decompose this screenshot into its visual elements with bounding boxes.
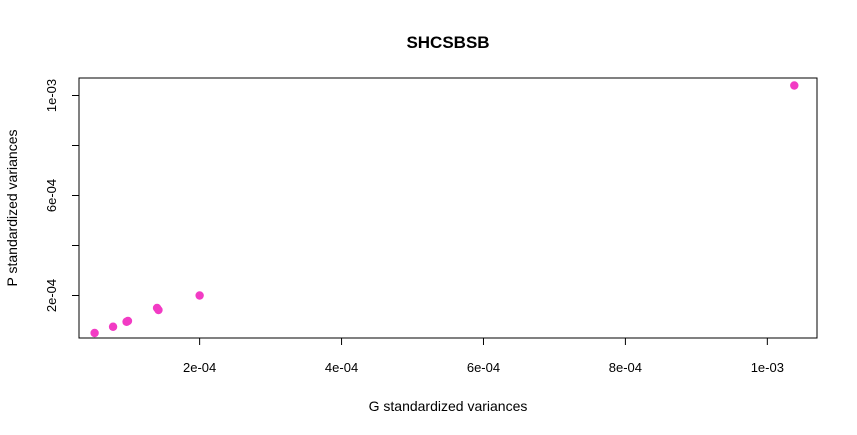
data-point: [123, 316, 133, 326]
data-point: [790, 81, 799, 90]
x-tick-label: 4e-04: [325, 360, 358, 375]
x-axis-label: G standardized variances: [369, 398, 528, 414]
y-axis: 2e-04 6e-04 1e-03: [44, 79, 80, 312]
data-points: [90, 81, 799, 338]
data-point: [195, 291, 204, 300]
data-point: [154, 305, 163, 315]
y-axis-label: P standardized variances: [4, 130, 20, 287]
x-tick-label: 2e-04: [183, 360, 216, 375]
y-tick-label: 6e-04: [44, 179, 59, 212]
y-tick-label: 2e-04: [44, 279, 59, 312]
x-axis: 2e-04 4e-04 6e-04 8e-04 1e-03: [183, 337, 784, 375]
plot-frame: [78, 77, 818, 339]
x-tick-label: 1e-03: [751, 360, 784, 375]
data-point: [90, 328, 99, 338]
chart-title: SHCSBSB: [406, 33, 489, 52]
x-tick-label: 8e-04: [609, 360, 642, 375]
y-tick-label: 1e-03: [44, 79, 59, 112]
data-point: [108, 322, 118, 331]
x-tick-label: 6e-04: [467, 360, 500, 375]
